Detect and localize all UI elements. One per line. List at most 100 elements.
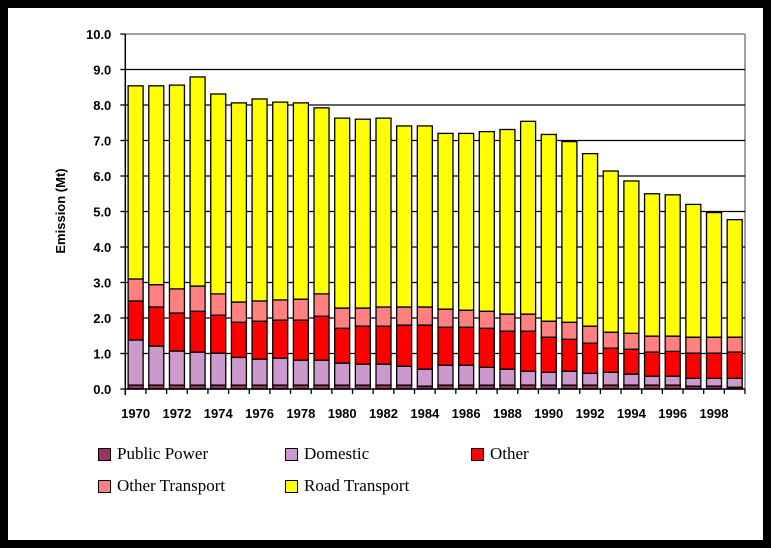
bar-segment-other-1975 <box>230 321 248 359</box>
bar-segment-road-transport-1992 <box>581 152 599 327</box>
y-tick-label: 10.0 <box>86 27 111 42</box>
bar-segment-domestic-1989 <box>519 370 537 386</box>
bar-segment-road-transport-1975 <box>230 102 248 303</box>
bar-segment-domestic-1985 <box>437 364 454 386</box>
bar-segment-other-1996 <box>664 350 681 377</box>
legend-item-other-transport: Other Transport <box>98 476 225 496</box>
bar-segment-other-1987 <box>478 327 495 368</box>
bar-segment-domestic-1995 <box>643 375 661 386</box>
x-tick-label: 1986 <box>452 406 481 421</box>
bar-segment-domestic-1980 <box>334 362 351 386</box>
bar-segment-domestic-1994 <box>623 373 640 386</box>
bar-segment-domestic-1988 <box>499 368 516 386</box>
bar-segment-domestic-1983 <box>396 365 413 386</box>
y-tick-label: 3.0 <box>93 276 111 291</box>
bar-segment-domestic-1974 <box>210 352 227 386</box>
bar-segment-other-1973 <box>189 310 206 353</box>
legend-label: Road Transport <box>304 476 410 495</box>
bar-segment-other-1983 <box>396 324 413 367</box>
bar-segment-road-transport-1978 <box>292 102 310 300</box>
bar-segment-road-transport-1972 <box>168 84 186 290</box>
bar-segment-other-1998 <box>705 352 723 379</box>
bar-segment-other-1993 <box>602 347 619 373</box>
bar-segment-other-transport-1998 <box>705 336 723 354</box>
bar-segment-other-transport-1979 <box>313 293 330 317</box>
bar-segment-other-transport-1976 <box>251 300 268 322</box>
legend-swatch-road-transport <box>285 479 298 493</box>
bar-segment-other-transport-1981 <box>354 307 372 327</box>
bar-segment-road-transport-1981 <box>354 118 372 309</box>
y-tick-label: 5.0 <box>93 205 111 220</box>
bar-segment-road-transport-1991 <box>561 140 578 323</box>
bar-segment-road-transport-1982 <box>375 117 392 308</box>
bar-segment-other-transport-1996 <box>664 335 681 353</box>
legend-label: Domestic <box>304 444 370 463</box>
x-tick-label: 1996 <box>658 406 687 421</box>
bar-segment-other-transport-1989 <box>519 313 537 332</box>
bars <box>127 76 743 390</box>
bar-segment-other-transport-1970 <box>127 278 144 302</box>
bar-segment-domestic-1998 <box>705 377 723 387</box>
bar-segment-other-1988 <box>499 330 516 370</box>
bar-segment-road-transport-1974 <box>210 93 227 295</box>
gridlines <box>125 33 746 389</box>
bar-segment-other-transport-1982 <box>375 306 392 327</box>
y-tick-label: 9.0 <box>93 63 111 78</box>
x-tick-label: 1982 <box>369 406 398 421</box>
bar-segment-other-transport-1983 <box>396 306 413 326</box>
bar-segment-domestic-1972 <box>168 350 186 386</box>
bar-segment-other-1994 <box>623 348 640 375</box>
bar-segment-other-transport-1980 <box>334 307 351 329</box>
x-tick-label: 1980 <box>328 406 357 421</box>
y-tick-label: 7.0 <box>93 134 111 149</box>
legend-label: Public Power <box>117 444 209 463</box>
x-tick-label: 1972 <box>162 406 191 421</box>
bar-segment-domestic-1975 <box>230 356 248 386</box>
bar-segment-other-transport-1991 <box>561 321 578 340</box>
bar-segment-other-transport-1973 <box>189 285 206 312</box>
bar-segment-road-transport-1995 <box>643 193 661 337</box>
axes <box>120 33 746 395</box>
bar-segment-road-transport-1986 <box>457 132 475 311</box>
bar-segment-other-transport-1977 <box>272 299 289 321</box>
bar-segment-other-1997 <box>685 352 702 379</box>
bar-segment-other-1985 <box>437 326 454 366</box>
bar-segment-road-transport-1996 <box>664 194 681 337</box>
bar-segment-other-1970 <box>127 300 144 341</box>
legend-swatch-other-transport <box>98 479 111 493</box>
legend-item-other: Other <box>471 444 529 464</box>
bar-segment-other-1972 <box>168 312 186 352</box>
bar-segment-other-1977 <box>272 319 289 359</box>
bar-segment-other-1989 <box>519 330 537 372</box>
bar-segment-other-1992 <box>581 342 599 375</box>
bar-segment-road-transport-1973 <box>189 76 206 287</box>
bar-segment-domestic-1977 <box>272 357 289 386</box>
bar-segment-other-1981 <box>354 325 372 365</box>
x-tick-label: 1974 <box>204 406 234 421</box>
bar-segment-road-transport-1985 <box>437 132 454 310</box>
bar-segment-road-transport-1990 <box>540 133 557 322</box>
x-tick-label: 1988 <box>493 406 522 421</box>
bar-segment-other-transport-1999 <box>726 336 743 353</box>
bar-segment-other-transport-1975 <box>230 301 248 323</box>
bar-segment-other-1978 <box>292 319 310 361</box>
bar-segment-road-transport-1999 <box>726 219 743 338</box>
bar-segment-domestic-1982 <box>375 363 392 386</box>
x-tick-label: 1984 <box>410 406 440 421</box>
bar-segment-road-transport-1980 <box>334 117 351 309</box>
bar-segment-other-1991 <box>561 338 578 372</box>
bar-segment-domestic-1984 <box>416 368 433 387</box>
bar-segment-other-1990 <box>540 336 557 373</box>
bar-segment-other-1995 <box>643 351 661 377</box>
legend-item-domestic: Domestic <box>285 444 369 464</box>
bar-segment-road-transport-1983 <box>396 125 413 308</box>
x-tick-labels: 1970 1972 1974 1976 1978 1980 1982 1984 1986 1988… <box>121 406 728 421</box>
bar-segment-road-transport-1988 <box>499 128 516 315</box>
legend-item-public-power: Public Power <box>98 444 208 464</box>
x-tick-label: 1990 <box>534 406 563 421</box>
bar-segment-domestic-1987 <box>478 366 495 386</box>
y-axis-title: Emission (Mt) <box>53 168 68 253</box>
bar-segment-other-transport-1971 <box>148 283 165 308</box>
bar-segment-other-transport-1993 <box>602 331 619 349</box>
bar-segment-other-1980 <box>334 327 351 364</box>
